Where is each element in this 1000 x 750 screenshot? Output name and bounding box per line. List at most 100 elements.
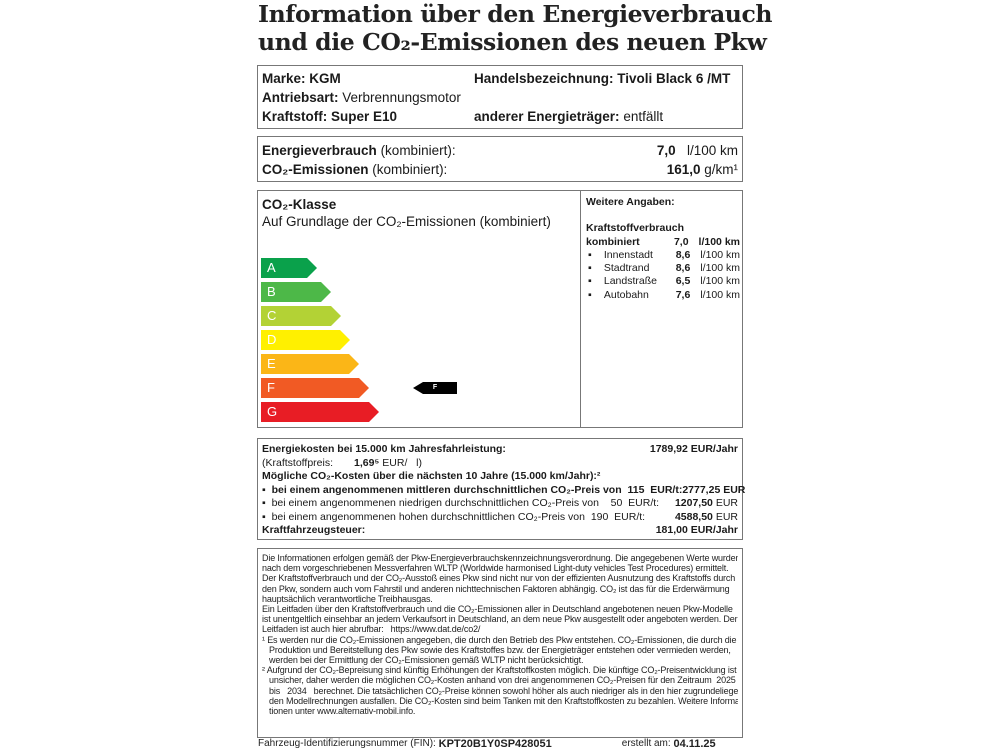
kombiniert-value: 7,0 — [673, 235, 689, 248]
niedrig-value: 1207,50 — [674, 497, 713, 509]
info-line: ¹ Es werden nur die CO₂-Emissionen angeg… — [262, 634, 737, 645]
bullet-icon: ▪ — [588, 275, 592, 288]
vehicle-info-box: Marke: KGM Handelsbezeichnung: Tivoli Bla… — [257, 65, 743, 129]
fin-label: Fahrzeug-Identifizierungsnummer (FIN): — [258, 738, 436, 749]
consumption-item: ▪ Innenstadt 8,6 l/100 km — [586, 249, 740, 262]
co2-class-panel: CO₂-Klasse Auf Grundlage der CO₂-Emissio… — [258, 191, 581, 427]
co2-class-subtitle: Auf Grundlage der CO₂-Emissionen (kombin… — [262, 214, 551, 229]
co2-label: CO₂-Emissionen — [262, 162, 369, 177]
consumption-item: ▪ Landstraße 6,5 l/100 km — [586, 275, 740, 288]
item-value: 8,6 — [675, 262, 691, 275]
info-line: Der Kraftstoffverbrauch und der CO₂-Auss… — [262, 573, 736, 584]
hoch-unit: EUR — [715, 510, 738, 523]
item-unit: l/100 km — [700, 262, 740, 275]
marke-value: KGM — [309, 71, 341, 86]
consumption-item: ▪ Stadtrand 8,6 l/100 km — [586, 262, 740, 275]
energie-label: Energieverbrauch — [262, 143, 377, 158]
title-line-1: Information über den Energieverbrauch — [258, 0, 773, 28]
consumption-box: Energieverbrauch (kombiniert): 7,0 l/100 … — [257, 136, 743, 182]
item-value: 7,6 — [675, 288, 691, 301]
bullet-icon: ▪ — [588, 262, 592, 275]
anderer-label: anderer Energieträger: — [474, 109, 620, 124]
energiekosten-label: Energiekosten bei 15.000 km Jahresfahrle… — [262, 443, 506, 455]
info-line: Die Informationen erfolgen gemäß der Pkw… — [262, 553, 738, 563]
item-name: Landstraße — [603, 275, 657, 288]
energie-value: 7,0 — [656, 143, 676, 158]
niedrig-unit: EUR — [715, 497, 738, 509]
info-line: unsicher, daher werden die möglichen CO₂… — [262, 675, 736, 686]
co2-class-bar-a: A — [261, 258, 317, 278]
co2-kosten-heading: Mögliche CO₂-Kosten über die nächsten 10… — [262, 470, 601, 482]
co2-class-bar-c: C — [261, 306, 341, 326]
info-line: bis 2034 berechnet. Die tatsächlichen CO… — [262, 685, 738, 696]
kombiniert-unit: l/100 km — [698, 235, 740, 248]
energiekosten-value: 1789,92 EUR/Jahr — [649, 443, 738, 455]
hoch-value: 4588,50 — [674, 510, 713, 523]
co2-class-bar-e: E — [261, 354, 359, 374]
info-line: ² Aufgrund der CO₂-Bepreisung sind künft… — [262, 665, 737, 676]
marke-label: Marke: — [262, 71, 306, 86]
co2-class-bar-g: G — [261, 402, 379, 422]
info-line: Produktion und Bereitstellung des Pkw so… — [262, 644, 731, 655]
info-line: Ein Leitfaden über den Kraftstoffverbrau… — [262, 604, 733, 615]
weitere-angaben-panel: Weitere Angaben: Kraftstoffverbrauch kom… — [584, 191, 742, 307]
item-name: Stadtrand — [603, 262, 650, 275]
info-line: werden bei der Ermittlung der CO₂-Emissi… — [262, 655, 584, 666]
info-text-box: Die Informationen erfolgen gemäß der Pkw… — [257, 548, 743, 738]
bullet-icon: ▪ — [262, 497, 272, 509]
co2-unit: g/km¹ — [704, 162, 738, 177]
item-name: Autobahn — [603, 288, 649, 301]
bullet-icon: ▪ — [262, 510, 272, 523]
co2-class-bar-f: F — [261, 378, 369, 398]
handel-value: Tivoli Black 6 /MT — [617, 71, 731, 86]
item-unit: l/100 km — [700, 275, 740, 288]
antrieb-value: Verbrennungsmotor — [342, 90, 461, 105]
antrieb-label: Antriebsart: — [262, 90, 339, 105]
weitere-title: Weitere Angaben: — [586, 196, 675, 208]
info-line: den Modellrechnungen ausfallen. Die CO₂-… — [262, 695, 738, 706]
info-line: ist unentgeltlich einsehbar an jedem Ver… — [262, 614, 738, 625]
date-label: erstellt am: — [621, 738, 671, 749]
date-value: 04.11.25 — [673, 738, 716, 750]
info-line: nach dem vorgeschriebenen Messverfahren … — [262, 563, 729, 574]
hoch-label: bei einem angenommenen hohen durchschnit… — [271, 510, 646, 523]
preis-label: (Kraftstoffpreis: — [262, 456, 333, 469]
bullet-icon: ▪ — [588, 248, 592, 261]
item-unit: l/100 km — [700, 288, 740, 301]
co2-class-box: CO₂-Klasse Auf Grundlage der CO₂-Emissio… — [257, 190, 743, 428]
energie-suffix: (kombiniert): — [380, 143, 456, 158]
steuer-value: 181,00 EUR/Jahr — [655, 524, 738, 536]
energie-unit: l/100 km — [686, 143, 738, 158]
info-line: tionen unter www.alternativ-mobil.info. — [262, 706, 416, 717]
costs-box: Energiekosten bei 15.000 km Jahresfahrle… — [257, 438, 746, 540]
item-name: Innenstadt — [603, 248, 653, 261]
kraftstoff-label: Kraftstoff: — [262, 109, 328, 124]
page-title: Information über den Energieverbrauch un… — [258, 0, 772, 56]
preis-unit: EUR/ l) — [382, 456, 422, 469]
item-value: 8,6 — [675, 248, 691, 261]
mittel-label: bei einem angenommenen mittleren durchsc… — [271, 483, 683, 496]
bullet-icon: ▪ — [262, 483, 272, 496]
niedrig-label: bei einem angenommenen niedrigen durchsc… — [271, 497, 660, 509]
info-line: Leitfaden ist auch hier abrufbar: https:… — [262, 624, 481, 635]
kraftstoff-value: Super E10 — [331, 109, 398, 124]
selected-class-marker: F — [413, 382, 457, 394]
fin-value: KPT20B1Y0SP428051 — [438, 738, 552, 750]
info-line: den Pkw, sondern auch vom Fahrstil und a… — [262, 583, 730, 594]
footer: Fahrzeug-Identifizierungsnummer (FIN): K… — [258, 738, 716, 750]
bullet-icon: ▪ — [588, 288, 592, 301]
item-value: 6,5 — [675, 275, 691, 288]
consumption-item: ▪ Autobahn 7,6 l/100 km — [586, 289, 740, 302]
kombiniert-label: kombiniert — [586, 235, 640, 248]
co2-class-bar-d: D — [261, 330, 350, 350]
anderer-value: entfällt — [623, 109, 664, 124]
mittel-value: 2777,25 EUR — [682, 483, 746, 496]
co2-value: 161,0 — [666, 162, 701, 177]
title-line-2: und die CO₂-Emissionen des neuen Pkw — [258, 28, 767, 56]
item-unit: l/100 km — [700, 248, 740, 261]
info-line: hauptsächlich verantwortliche Treibhausg… — [262, 593, 433, 604]
weitere-heading: Kraftstoffverbrauch — [586, 222, 685, 235]
preis-value: 1,69⁵ — [354, 456, 380, 469]
co2-class-bar-b: B — [261, 282, 331, 302]
co2-suffix: (kombiniert): — [372, 162, 448, 177]
